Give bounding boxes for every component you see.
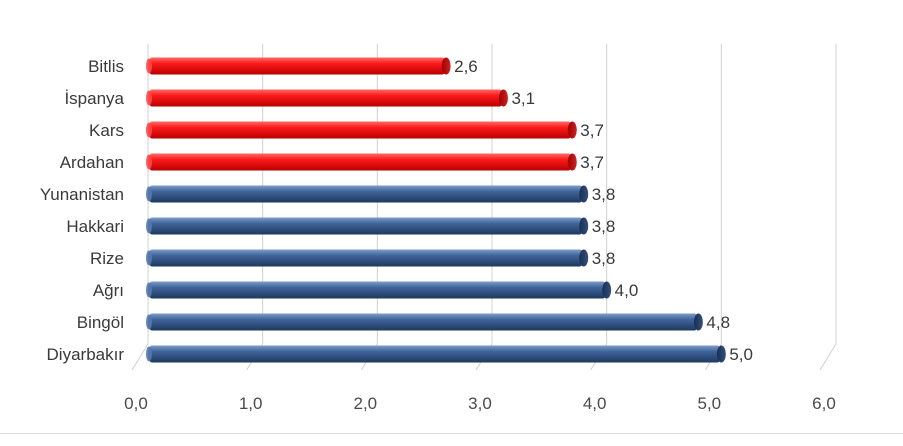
category-label: Bingöl [77, 313, 124, 332]
bar-group [146, 217, 589, 235]
bar-end-cap [579, 185, 589, 203]
bar [148, 281, 607, 299]
bar-end-cap [498, 89, 508, 107]
category-label: Ardahan [60, 153, 124, 172]
bar-start-cap [146, 250, 152, 266]
value-label: 3,8 [592, 249, 616, 268]
bar-end-cap [567, 153, 577, 171]
gridline-floor [819, 343, 837, 371]
bar-start-cap [146, 154, 152, 170]
bar-group [146, 121, 577, 139]
value-label: 3,1 [511, 89, 535, 108]
bar-group [146, 185, 589, 203]
bar-start-cap [146, 58, 152, 74]
category-label: Ağrı [93, 281, 124, 300]
bar [148, 345, 722, 363]
bar-end-cap [567, 121, 577, 139]
category-label: Hakkari [66, 217, 124, 236]
bar-start-cap [146, 90, 152, 106]
category-label: Rize [90, 249, 124, 268]
bar-start-cap [146, 122, 152, 138]
chart-frame-bottom [0, 433, 903, 434]
bar [148, 185, 584, 203]
value-label: 3,8 [592, 185, 616, 204]
bars-layer [146, 57, 726, 363]
bar [148, 249, 584, 267]
bar [148, 313, 699, 331]
bar [148, 121, 573, 139]
gridline-floor [131, 343, 149, 371]
labels-layer: 0,0 1,0 2,0 3,0 4,0 5,0 6,0 Bitlis 2,6 İspanya 3,1… [40, 57, 836, 413]
category-label: Kars [89, 121, 124, 140]
x-tick-label: 0,0 [124, 394, 148, 413]
bar-group [146, 281, 612, 299]
bar-end-cap [579, 249, 589, 267]
category-label: Bitlis [88, 57, 124, 76]
bar-end-cap [716, 345, 726, 363]
bar-end-cap [693, 313, 703, 331]
bar-group [146, 153, 577, 171]
x-tick-label: 1,0 [239, 394, 263, 413]
bar-start-cap [146, 346, 152, 362]
bar-end-cap [602, 281, 612, 299]
bar [148, 57, 447, 75]
value-label: 5,0 [729, 345, 753, 364]
x-tick-label: 6,0 [812, 394, 836, 413]
value-label: 3,7 [580, 153, 604, 172]
bar [148, 89, 504, 107]
x-tick-label: 5,0 [698, 394, 722, 413]
bar [148, 153, 573, 171]
bar-group [146, 57, 451, 75]
bar-group [146, 249, 589, 267]
bar-start-cap [146, 314, 152, 330]
x-tick-label: 4,0 [583, 394, 607, 413]
category-label: İspanya [64, 89, 124, 108]
bar-group [146, 313, 703, 331]
x-tick-label: 2,0 [354, 394, 378, 413]
x-tick-label: 3,0 [468, 394, 492, 413]
value-label: 4,0 [615, 281, 639, 300]
category-label: Diyarbakır [47, 345, 125, 364]
category-label: Yunanistan [40, 185, 124, 204]
bar [148, 217, 584, 235]
bar-start-cap [146, 282, 152, 298]
bar-start-cap [146, 186, 152, 202]
bar-group [146, 89, 508, 107]
value-label: 3,7 [580, 121, 604, 140]
value-label: 4,8 [706, 313, 730, 332]
bar-end-cap [579, 217, 589, 235]
value-label: 3,8 [592, 217, 616, 236]
bar-end-cap [441, 57, 451, 75]
bar-start-cap [146, 218, 152, 234]
value-label: 2,6 [454, 57, 478, 76]
bar-group [146, 345, 726, 363]
